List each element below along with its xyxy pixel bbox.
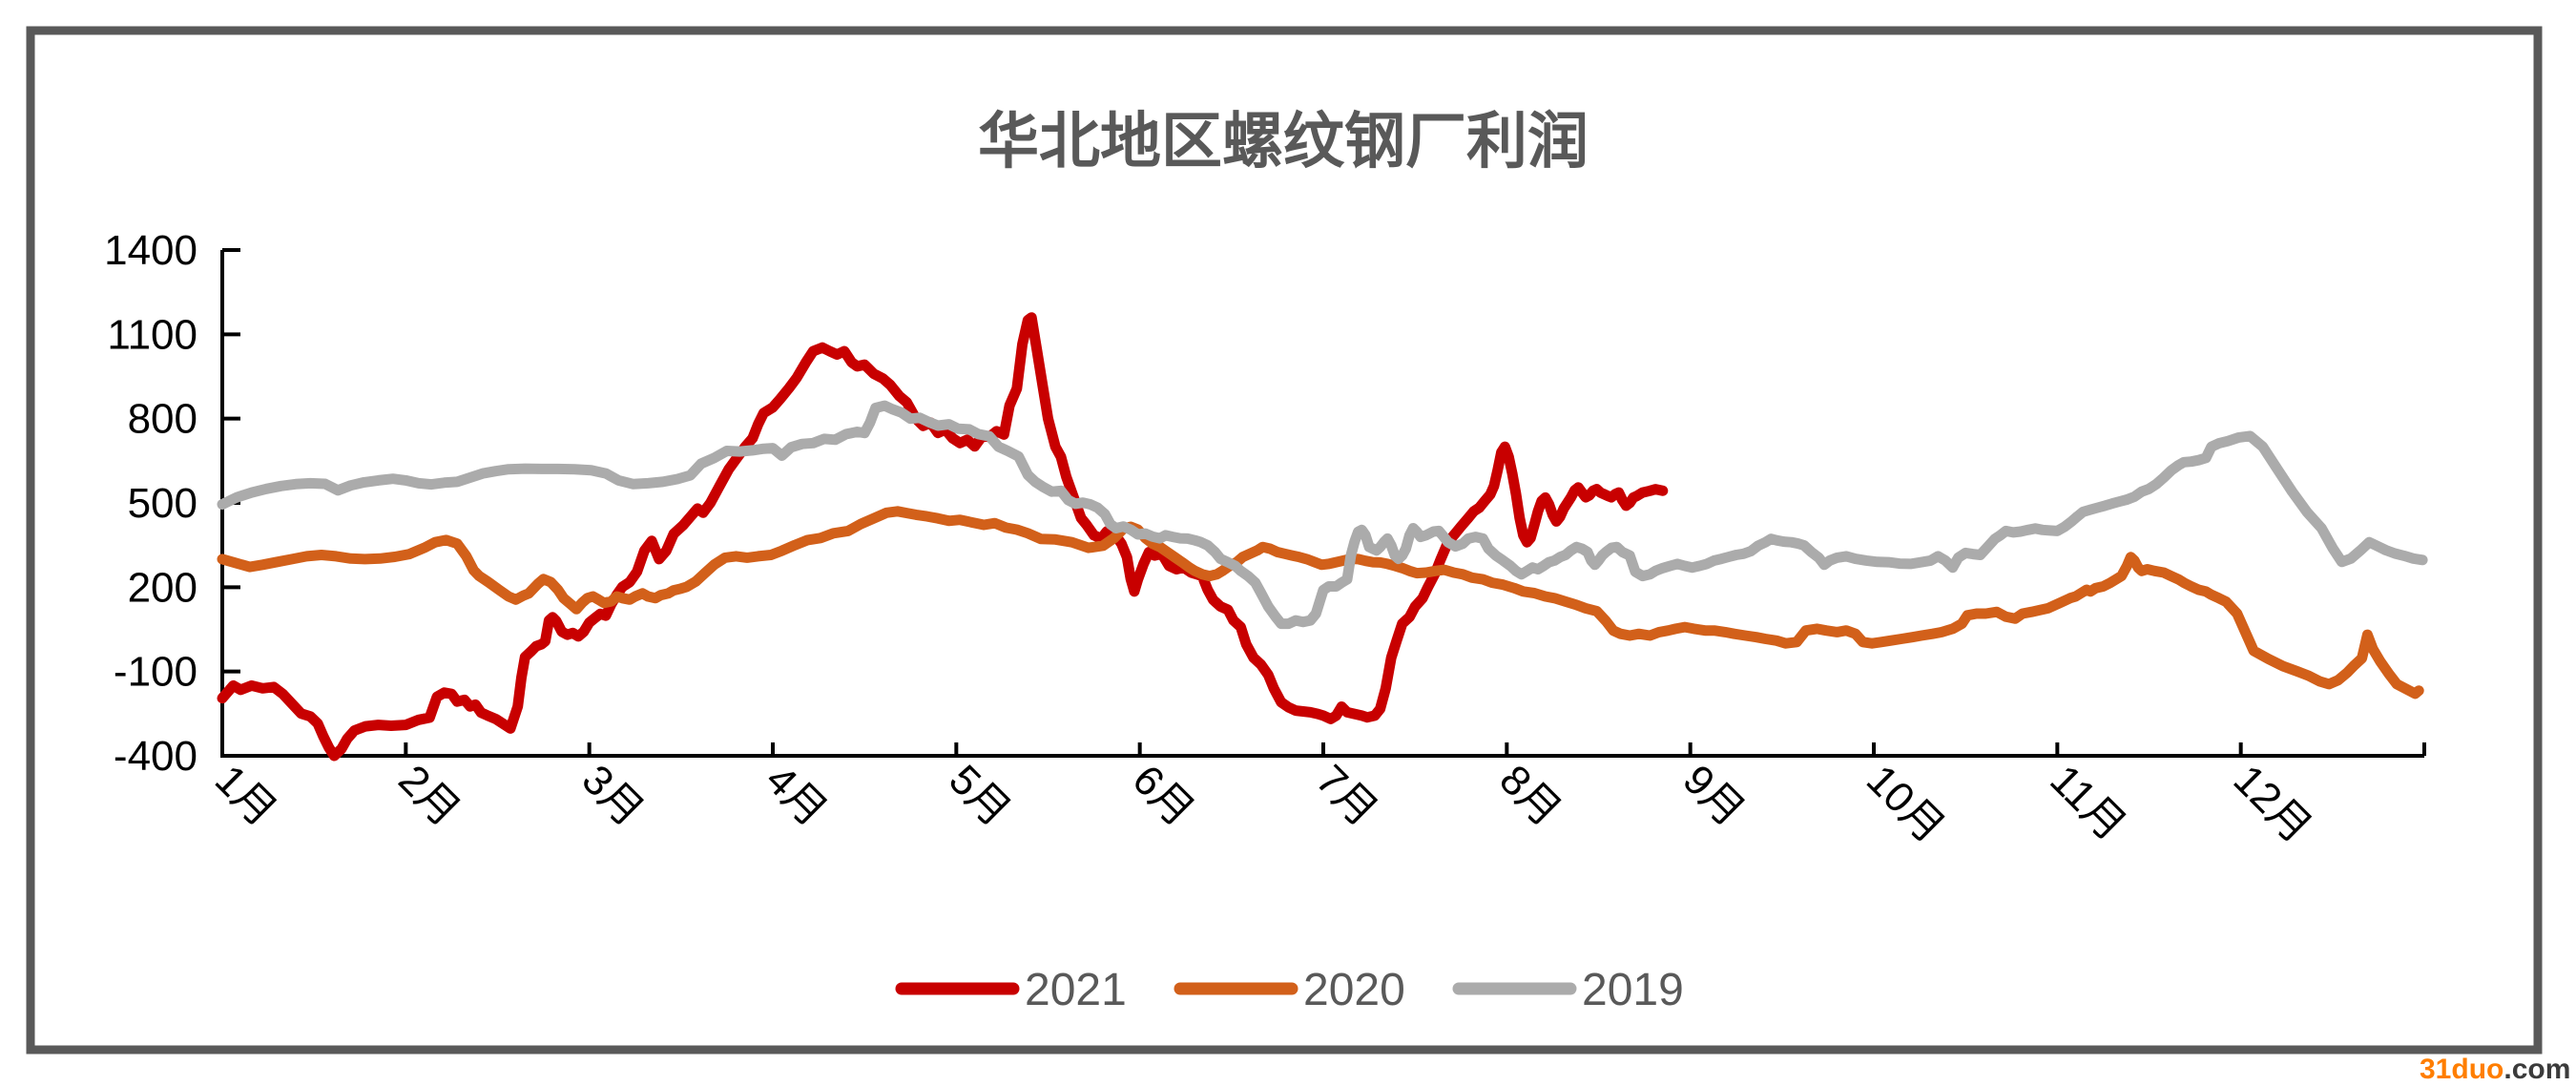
y-tick-label: -400 — [114, 733, 197, 780]
y-tick-label: 800 — [128, 396, 197, 443]
x-tick-label: 11月 — [2041, 756, 2134, 849]
legend-item-2020: 2020 — [1174, 965, 1405, 1015]
x-tick-label: 2月 — [389, 756, 468, 835]
x-tick-label: 1月 — [206, 756, 285, 835]
x-tick-label: 7月 — [1307, 756, 1386, 835]
y-tick-label: 200 — [128, 564, 197, 611]
watermark: 31duo.com — [2420, 1054, 2570, 1085]
y-tick-label: 1100 — [107, 311, 197, 358]
x-axis-ticks — [220, 742, 2426, 756]
legend-item-2021: 2021 — [895, 965, 1127, 1015]
series-line-2020 — [217, 506, 2424, 700]
legend: 2021 2020 2019 — [895, 965, 1684, 1015]
series-lines — [217, 312, 2428, 762]
legend-label-2021: 2021 — [1025, 965, 1127, 1015]
watermark-suffix: .com — [2503, 1054, 2570, 1085]
y-tick-label: 1400 — [104, 227, 197, 274]
legend-item-2019: 2019 — [1452, 965, 1684, 1015]
series-line-2021 — [217, 312, 1669, 762]
x-tick-label: 12月 — [2225, 756, 2320, 851]
x-tick-label: 4月 — [757, 756, 836, 835]
x-tick-label: 10月 — [1858, 756, 1953, 851]
x-tick-label: 9月 — [1674, 756, 1754, 835]
y-axis-labels: -400 -100 200 500 800 1100 1400 — [104, 227, 197, 780]
legend-label-2019: 2019 — [1582, 965, 1684, 1015]
x-axis-labels: 1月 2月 3月 4月 5月 6月 7月 8月 9月 10月 11月 12月 — [206, 756, 2320, 851]
axes — [220, 248, 2426, 758]
legend-label-2020: 2020 — [1303, 965, 1405, 1015]
x-tick-label: 6月 — [1124, 756, 1203, 835]
x-tick-label: 5月 — [940, 756, 1019, 835]
page-border-frame — [26, 26, 2543, 1055]
series-line-2019 — [217, 400, 2428, 630]
x-tick-label: 3月 — [573, 756, 653, 835]
y-tick-label: -100 — [114, 649, 197, 696]
x-tick-label: 8月 — [1490, 756, 1569, 835]
watermark-brand: 31duo — [2420, 1054, 2503, 1085]
y-tick-label: 500 — [128, 480, 197, 527]
chart-title: 华北地区螺纹钢厂利润 — [978, 107, 1589, 176]
